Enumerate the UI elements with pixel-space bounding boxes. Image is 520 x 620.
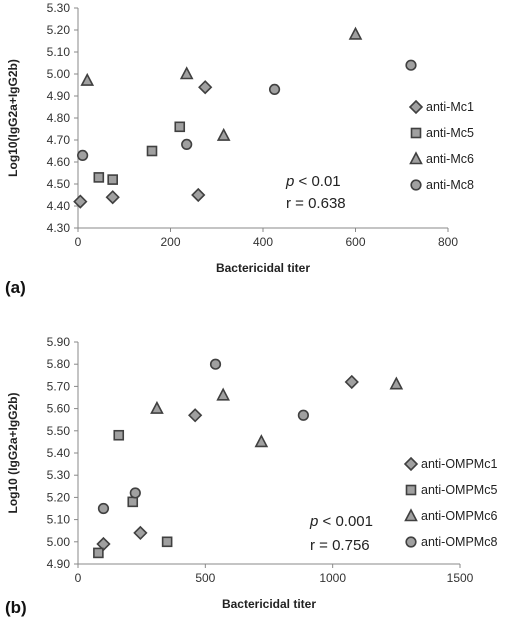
y-tick-label: 5.70 — [47, 379, 71, 393]
data-point-square — [93, 547, 104, 559]
data-point-square — [161, 536, 173, 548]
y-tick-label: 5.40 — [47, 446, 71, 460]
panel-label: (a) — [5, 278, 26, 297]
legend-marker-triangle — [409, 151, 423, 165]
data-point-circle — [268, 83, 281, 95]
y-tick-label: 5.90 — [47, 335, 71, 349]
panel-a: 4.30 4.40 4.50 4.60 4.70 4.80 4.90 5.00 5.10 5.20… — [5, 1, 474, 297]
p-symbol: p — [285, 173, 294, 190]
data-point-diamond — [105, 190, 120, 205]
legend-marker-square — [410, 127, 422, 139]
legend-label: anti-OMPMc8 — [421, 535, 497, 549]
x-tick-label: 400 — [253, 235, 273, 249]
y-tick-label: 4.90 — [47, 89, 71, 103]
data-point-square — [146, 145, 158, 157]
p-symbol: p — [309, 513, 318, 530]
legend-label: anti-OMPMc5 — [421, 483, 497, 497]
x-tick-label: 0 — [75, 235, 82, 249]
data-point-square — [127, 496, 139, 508]
data-point-diamond — [191, 187, 206, 203]
p-value-annotation: p < 0.001 — [309, 513, 373, 530]
data-point-circle — [181, 138, 193, 150]
data-point-circle — [77, 149, 89, 161]
x-tick-label: 600 — [345, 235, 365, 249]
x-tick-label: 1000 — [319, 571, 346, 585]
legend-marker-diamond — [403, 456, 419, 472]
y-axis-label: Log10 (IgG2a+IgG2b) — [6, 392, 20, 513]
y-tick-label: 4.70 — [47, 133, 71, 147]
y-tick-label: 4.40 — [47, 199, 71, 213]
legend-label: anti-Mc1 — [426, 100, 474, 114]
data-point-triangle — [179, 66, 194, 80]
y-tick-label: 5.00 — [47, 67, 71, 81]
y-tick-label: 5.10 — [47, 45, 71, 59]
data-point-circle — [129, 487, 141, 499]
y-tick-label: 5.50 — [47, 424, 71, 438]
p-threshold: < 0.001 — [318, 513, 373, 530]
data-point-diamond — [133, 525, 148, 541]
data-point-triangle — [150, 400, 164, 414]
data-point-triangle — [254, 434, 269, 448]
y-tick-label: 5.30 — [47, 1, 71, 15]
p-threshold: < 0.01 — [294, 173, 340, 190]
p-value-annotation: p < 0.01 — [285, 173, 341, 190]
x-tick-label: 800 — [438, 235, 458, 249]
legend-label: anti-OMPMc1 — [421, 457, 497, 471]
data-point-circle — [97, 502, 110, 515]
legend-label: anti-Mc5 — [426, 126, 474, 140]
y-tick-label: 5.20 — [47, 23, 71, 37]
legend-marker-circle — [405, 536, 417, 548]
legend-marker-triangle — [404, 508, 418, 522]
x-tick-label: 500 — [195, 571, 215, 585]
legend-marker-diamond — [408, 99, 424, 115]
legend-label: anti-Mc8 — [426, 178, 474, 192]
y-tick-label: 4.80 — [47, 111, 71, 125]
data-point-square — [107, 174, 118, 185]
legend-label: anti-Mc6 — [426, 152, 474, 166]
y-tick-label: 5.30 — [47, 468, 71, 482]
legend-label: anti-OMPMc6 — [421, 509, 497, 523]
y-axis-label: Log10(IgG2a+IgG2b) — [6, 59, 20, 177]
data-point-circle — [209, 358, 222, 370]
data-point-circle — [405, 59, 417, 71]
panel-b: 4.90 5.00 5.10 5.20 5.30 5.40 5.50 5.60 5.70 5.80… — [5, 335, 497, 617]
data-point-square — [174, 121, 186, 133]
y-tick-label: 5.80 — [47, 357, 71, 371]
data-point-circle — [297, 409, 309, 421]
y-tick-label: 4.90 — [47, 557, 71, 571]
data-point-diamond — [188, 408, 203, 423]
y-tick-label: 5.20 — [47, 490, 71, 504]
data-point-diamond — [73, 194, 88, 209]
data-point-diamond — [344, 374, 359, 390]
legend-marker-circle — [410, 179, 422, 191]
x-tick-label: 200 — [160, 235, 180, 249]
data-point-diamond — [198, 80, 213, 95]
x-tick-label: 1500 — [447, 571, 474, 585]
r-value-annotation: r = 0.638 — [286, 195, 346, 212]
data-point-square — [93, 172, 105, 183]
y-tick-label: 4.50 — [47, 177, 71, 191]
data-point-triangle — [216, 387, 230, 401]
data-point-triangle — [389, 376, 404, 390]
x-axis-label: Bactericidal titer — [216, 261, 310, 275]
y-tick-label: 5.10 — [47, 513, 71, 527]
panel-label: (b) — [5, 598, 27, 617]
y-tick-label: 5.00 — [47, 535, 71, 549]
data-point-triangle — [80, 72, 95, 86]
data-point-triangle — [348, 26, 363, 40]
y-tick-label: 4.30 — [47, 221, 71, 235]
y-tick-label: 5.60 — [47, 402, 71, 416]
legend-marker-square — [405, 484, 417, 496]
x-tick-label: 0 — [75, 571, 82, 585]
r-value-annotation: r = 0.756 — [310, 537, 370, 554]
x-axis-label: Bactericidal titer — [222, 597, 316, 611]
data-point-square — [113, 429, 125, 441]
y-tick-label: 4.60 — [47, 155, 71, 169]
data-point-triangle — [216, 127, 231, 141]
